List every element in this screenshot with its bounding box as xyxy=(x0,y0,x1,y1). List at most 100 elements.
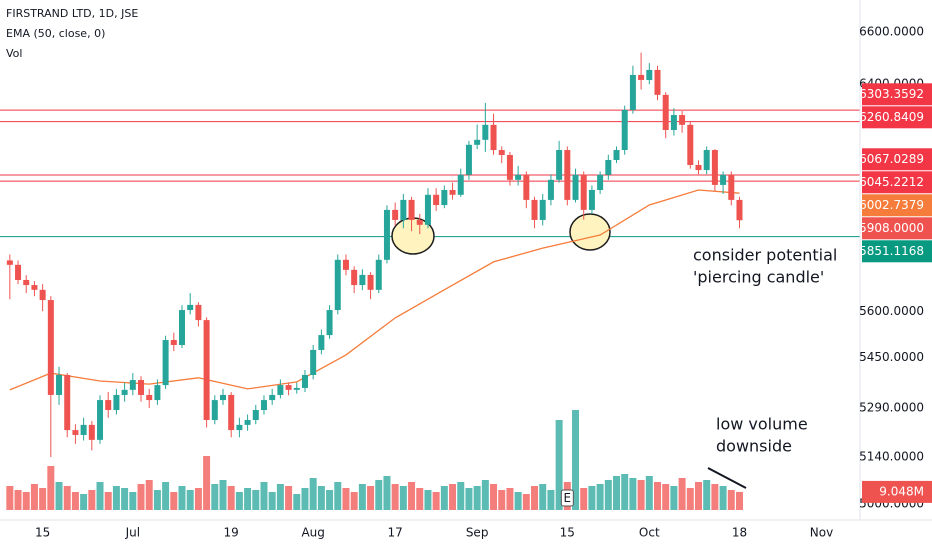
candle-body xyxy=(515,174,522,180)
candle-body xyxy=(277,385,284,395)
volume-bar xyxy=(129,492,137,510)
volume-bar xyxy=(506,488,514,510)
volume-bar xyxy=(162,482,170,510)
candle-body xyxy=(97,400,104,440)
candle-body xyxy=(244,420,251,425)
candle-body xyxy=(260,400,267,411)
candle-body xyxy=(465,144,472,175)
volume-bar xyxy=(449,484,457,510)
candle-body xyxy=(416,219,423,225)
annotation: low volume xyxy=(716,415,808,434)
candle-body xyxy=(679,115,686,125)
candle-body xyxy=(638,74,645,80)
volume-bar xyxy=(39,488,47,510)
price-label: 6067.0289 xyxy=(859,152,924,166)
volume-bar xyxy=(637,480,645,510)
candle-body xyxy=(31,285,38,290)
volume-bar xyxy=(735,491,743,510)
volume-bar xyxy=(358,484,366,510)
volume-bar xyxy=(301,488,309,510)
candle-body xyxy=(424,194,431,225)
volume-bar xyxy=(153,490,161,510)
x-tick-label: Jul xyxy=(125,526,140,540)
volume-bar xyxy=(613,476,621,510)
event-marker xyxy=(560,489,574,507)
candle-body xyxy=(39,289,46,301)
volume-bar xyxy=(424,490,432,510)
candle-body xyxy=(720,174,727,185)
candle-body xyxy=(80,424,87,435)
volume-bar xyxy=(137,484,145,510)
volume-bar xyxy=(88,490,96,510)
candle-body xyxy=(670,115,677,130)
candle-body xyxy=(228,394,235,431)
candle-body xyxy=(506,155,513,180)
volume-bar xyxy=(55,482,63,510)
volume-bar xyxy=(145,480,153,510)
volume-bar xyxy=(186,490,194,510)
x-tick-label: 19 xyxy=(224,526,239,540)
candle-body xyxy=(23,279,30,286)
volume-bar xyxy=(194,488,202,510)
volume-bar xyxy=(473,486,481,510)
candle-body xyxy=(564,150,571,200)
candle-body xyxy=(195,304,202,321)
x-tick-label: Aug xyxy=(301,526,324,540)
volume-bar xyxy=(342,488,350,510)
candle-body xyxy=(482,124,489,140)
candle-body xyxy=(383,209,390,260)
volume-bar xyxy=(170,492,178,510)
candle-body xyxy=(367,274,374,290)
candle-body xyxy=(179,310,186,345)
chart-title: FIRSTRAND LTD, 1D, JSE xyxy=(6,7,138,20)
highlight-ellipse xyxy=(569,213,611,251)
candle-body xyxy=(433,194,440,206)
volume-bar xyxy=(555,420,563,510)
candle-body xyxy=(736,199,743,221)
x-tick-label: 15 xyxy=(560,526,575,540)
candle-body xyxy=(301,374,308,388)
volume-bar xyxy=(375,480,383,510)
candle-body xyxy=(310,349,317,375)
volume-bar xyxy=(285,486,293,510)
candle-body xyxy=(580,174,587,210)
volume-bar xyxy=(514,492,522,510)
volume-bar xyxy=(481,480,489,510)
volume-bar xyxy=(654,482,662,510)
candle-body xyxy=(105,400,112,411)
volume-bar xyxy=(244,488,252,510)
candle-body xyxy=(15,264,22,280)
volume-bar xyxy=(416,488,424,510)
candle-body xyxy=(646,69,653,80)
volume-bar xyxy=(211,484,219,510)
candle-body xyxy=(203,320,210,421)
candle-body xyxy=(474,139,481,145)
volume-bar xyxy=(80,494,88,510)
volume-bar xyxy=(219,480,227,510)
volume-bar xyxy=(203,456,211,510)
candle-body xyxy=(121,389,128,395)
candle-body xyxy=(334,259,341,311)
candle-body xyxy=(392,209,399,220)
candle-body xyxy=(219,394,226,401)
candle-body xyxy=(728,174,735,200)
price-label: 6002.7379 xyxy=(859,198,924,212)
volume-bar xyxy=(670,486,678,510)
volume-bar xyxy=(457,482,465,510)
volume-bar xyxy=(596,484,604,510)
volume-bar xyxy=(178,486,186,510)
candle-body xyxy=(572,174,579,200)
volume-bar xyxy=(645,476,653,510)
candle-body xyxy=(269,394,276,401)
volume-bar xyxy=(252,490,260,510)
volume-bar xyxy=(47,466,55,510)
volume-bar xyxy=(334,482,342,510)
volume-bar xyxy=(432,492,440,510)
candle-body xyxy=(138,380,145,395)
candle-body xyxy=(88,424,95,440)
candle-body xyxy=(547,179,554,200)
volume-bar xyxy=(399,486,407,510)
candle-body xyxy=(629,74,636,110)
volume-bar xyxy=(678,478,686,510)
